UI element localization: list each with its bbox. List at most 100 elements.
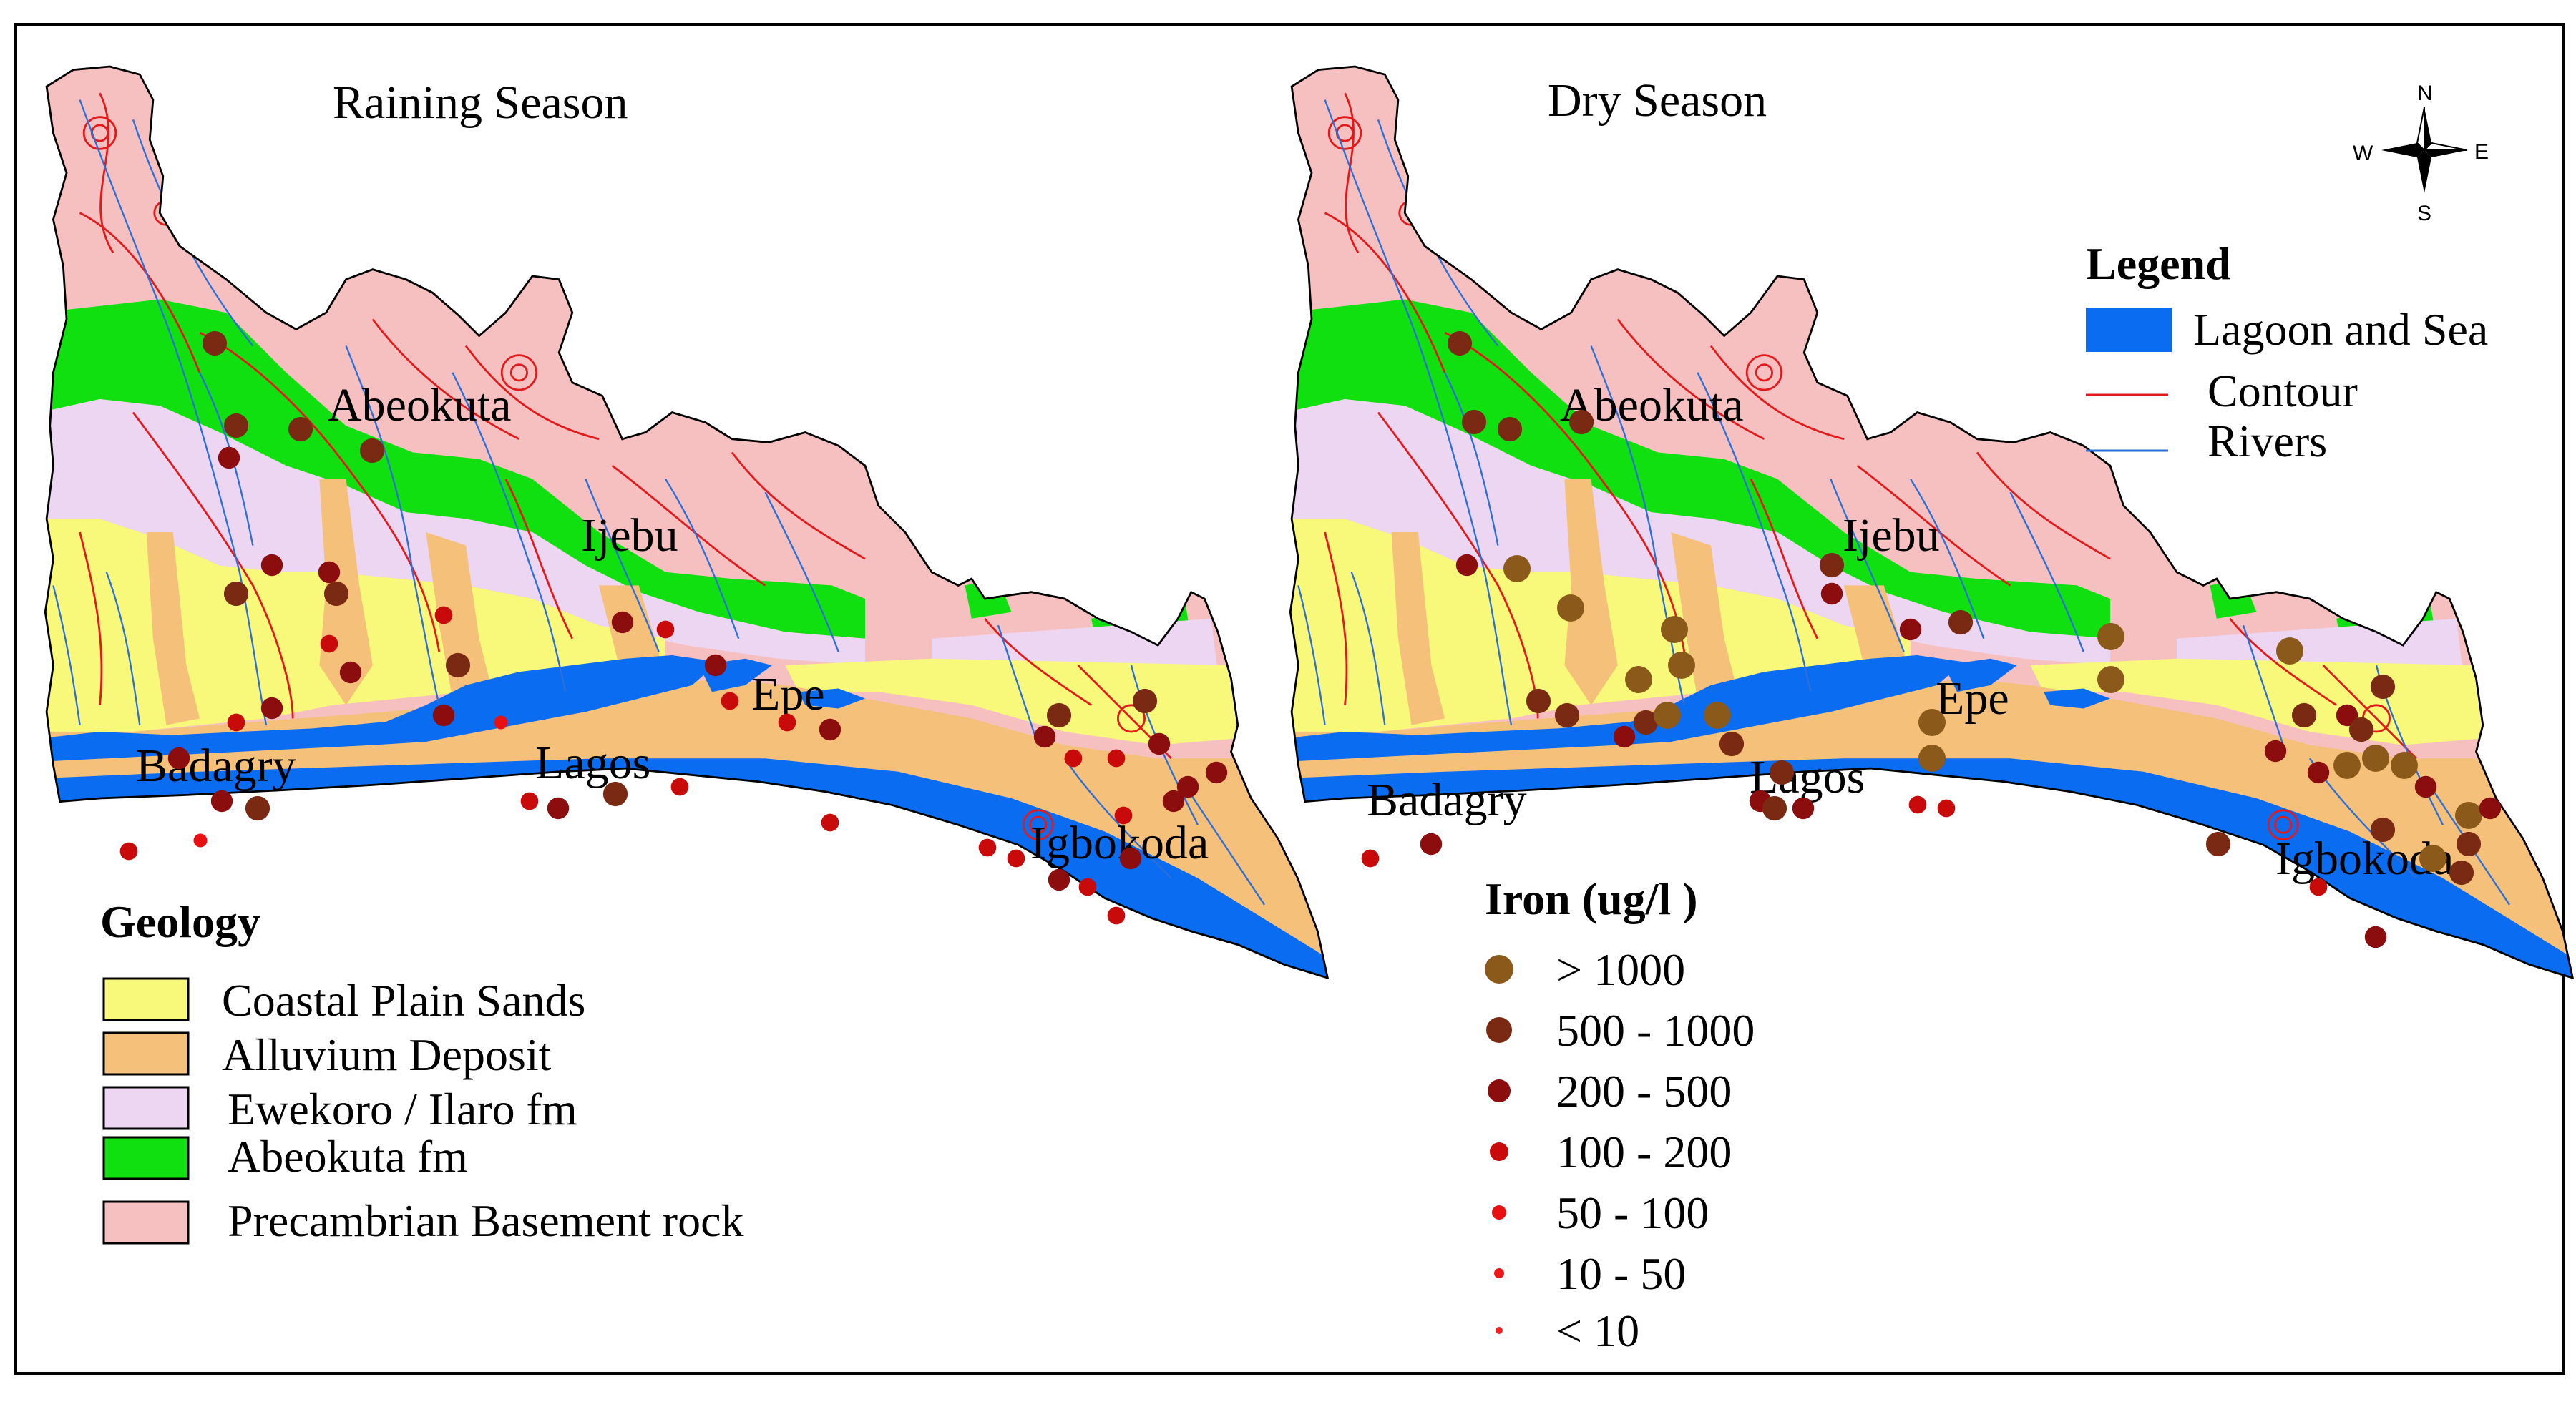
iron-sample-point [210, 790, 233, 813]
iron-sample-point [119, 842, 138, 861]
iron-sample-point [2362, 745, 2389, 772]
city-label-ijebu: Ijebu [581, 509, 678, 562]
map-legend: Legend Lagoon and Sea Contour Rivers [2086, 238, 2488, 466]
iron-sample-point [978, 838, 997, 857]
iron-sample-point [1769, 760, 1795, 785]
iron-class-label: 100 - 200 [1556, 1127, 1732, 1177]
city-label-badagry: Badagry [136, 740, 296, 792]
map-legend-title: Legend [2086, 238, 2231, 289]
iron-sample-point [2097, 666, 2124, 693]
city-label-abeokuta: Abeokuta [328, 379, 512, 431]
geology-legend-title: Geology [100, 896, 260, 947]
geology-label-precambrian: Precambrian Basement rock [228, 1195, 744, 1246]
iron-sample-point [320, 634, 338, 653]
iron-sample-point [1792, 797, 1815, 820]
iron-sample-point [218, 446, 240, 469]
iron-sample-point [1719, 731, 1745, 757]
iron-sample-point [1625, 666, 1652, 693]
iron-legend-title: Iron (ug/l ) [1485, 873, 1698, 924]
iron-sample-point [2309, 878, 2328, 896]
iron-sample-point [2391, 752, 2418, 779]
iron-sample-point [1704, 702, 1731, 729]
iron-sample-point [318, 561, 341, 584]
iron-sample-point [611, 611, 634, 634]
iron-class-label: 10 - 50 [1556, 1248, 1686, 1299]
iron-sample-point [494, 715, 508, 730]
iron-sample-point [1447, 330, 1473, 356]
iron-sample-point [359, 438, 385, 464]
iron-sample-point [1064, 749, 1083, 768]
iron-sample-point [1132, 688, 1158, 714]
raining-season-title: Raining Season [333, 77, 628, 129]
iron-sample-point [260, 697, 283, 720]
geology-label-alluvium: Alluvium Deposit [222, 1029, 552, 1080]
iron-sample-point [1899, 618, 1922, 641]
iron-sample-point [227, 713, 245, 732]
iron-class-label: 500 - 1000 [1556, 1005, 1755, 1056]
iron-sample-point [819, 718, 841, 741]
iron-class-label: 200 - 500 [1556, 1066, 1732, 1117]
iron-sample-point [202, 330, 228, 356]
iron-sample-point [670, 778, 689, 796]
iron-sample-point [1654, 702, 1681, 729]
iron-sample-point [1107, 749, 1126, 768]
iron-sample-point [1148, 732, 1171, 755]
figure-frame [14, 23, 2565, 1375]
iron-sample-point [2364, 926, 2387, 948]
iron-sample-point [2414, 775, 2437, 798]
iron-sample-point [432, 704, 455, 727]
iron-sample-point [2455, 802, 2482, 829]
iron-sample-point [2449, 860, 2474, 886]
iron-sample-point [2291, 702, 2317, 728]
iron-sample-point [520, 792, 539, 810]
iron-sample-point [2370, 817, 2396, 843]
iron-sample-point [602, 781, 628, 807]
iron-sample-point [2264, 740, 2287, 763]
iron-sample-point [1503, 555, 1531, 582]
geology-swatch-coastal-plain-sands [102, 977, 190, 1021]
iron-class-symbol [1488, 1079, 1511, 1102]
iron-sample-point [1497, 416, 1523, 442]
iron-sample-point [1420, 833, 1443, 856]
iron-sample-point [1119, 847, 1142, 870]
geology-label-coastal-plain-sands: Coastal Plain Sands [222, 975, 585, 1026]
iron-sample-point [167, 747, 190, 770]
iron-sample-point [1948, 609, 1974, 635]
compass-n: N [2417, 82, 2433, 105]
iron-class-symbol [1494, 1268, 1504, 1278]
iron-sample-point [2097, 623, 2124, 650]
iron-sample-point [2336, 704, 2358, 727]
north-arrow-icon: N S E W [2353, 82, 2489, 225]
iron-sample-point [288, 416, 313, 442]
iron-sample-point [1820, 582, 1843, 605]
iron-sample-point [1033, 725, 1056, 748]
iron-sample-point [1554, 702, 1580, 728]
iron-sample-point [1176, 775, 1199, 798]
iron-sample-point [1078, 878, 1097, 896]
geology-legend: Geology Coastal Plain Sands Alluvium Dep… [100, 896, 744, 1246]
iron-sample-point [1162, 790, 1185, 813]
iron-sample-point [1048, 868, 1070, 891]
iron-sample-point [1762, 795, 1787, 821]
iron-sample-point [656, 620, 675, 639]
iron-sample-point [1633, 710, 1659, 735]
iron-sample-point [2205, 831, 2231, 857]
iron-sample-point [2307, 761, 2330, 784]
iron-sample-point [1918, 709, 1946, 736]
city-label-ijebu: Ijebu [1843, 509, 1940, 562]
iron-sample-point [2479, 797, 2502, 820]
iron-sample-points-dry [1361, 330, 2502, 948]
iron-sample-point [1661, 616, 1688, 643]
city-label-igbokoda: Igbokoda [1030, 817, 1209, 869]
iron-sample-point [1461, 409, 1487, 435]
iron-sample-point [1114, 806, 1133, 825]
iron-sample-point [821, 813, 839, 832]
iron-sample-point [1668, 652, 1695, 679]
legend-label-lagoon: Lagoon and Sea [2193, 304, 2488, 355]
iron-sample-point [1107, 906, 1126, 925]
iron-sample-point [2419, 845, 2446, 872]
iron-class-label: > 1000 [1556, 944, 1685, 995]
legend-label-contour: Contour [2207, 366, 2358, 416]
iron-legend: Iron (ug/l ) > 1000 500 - 1000 200 - 500 10… [1485, 873, 1755, 1356]
iron-sample-point [1046, 702, 1072, 728]
